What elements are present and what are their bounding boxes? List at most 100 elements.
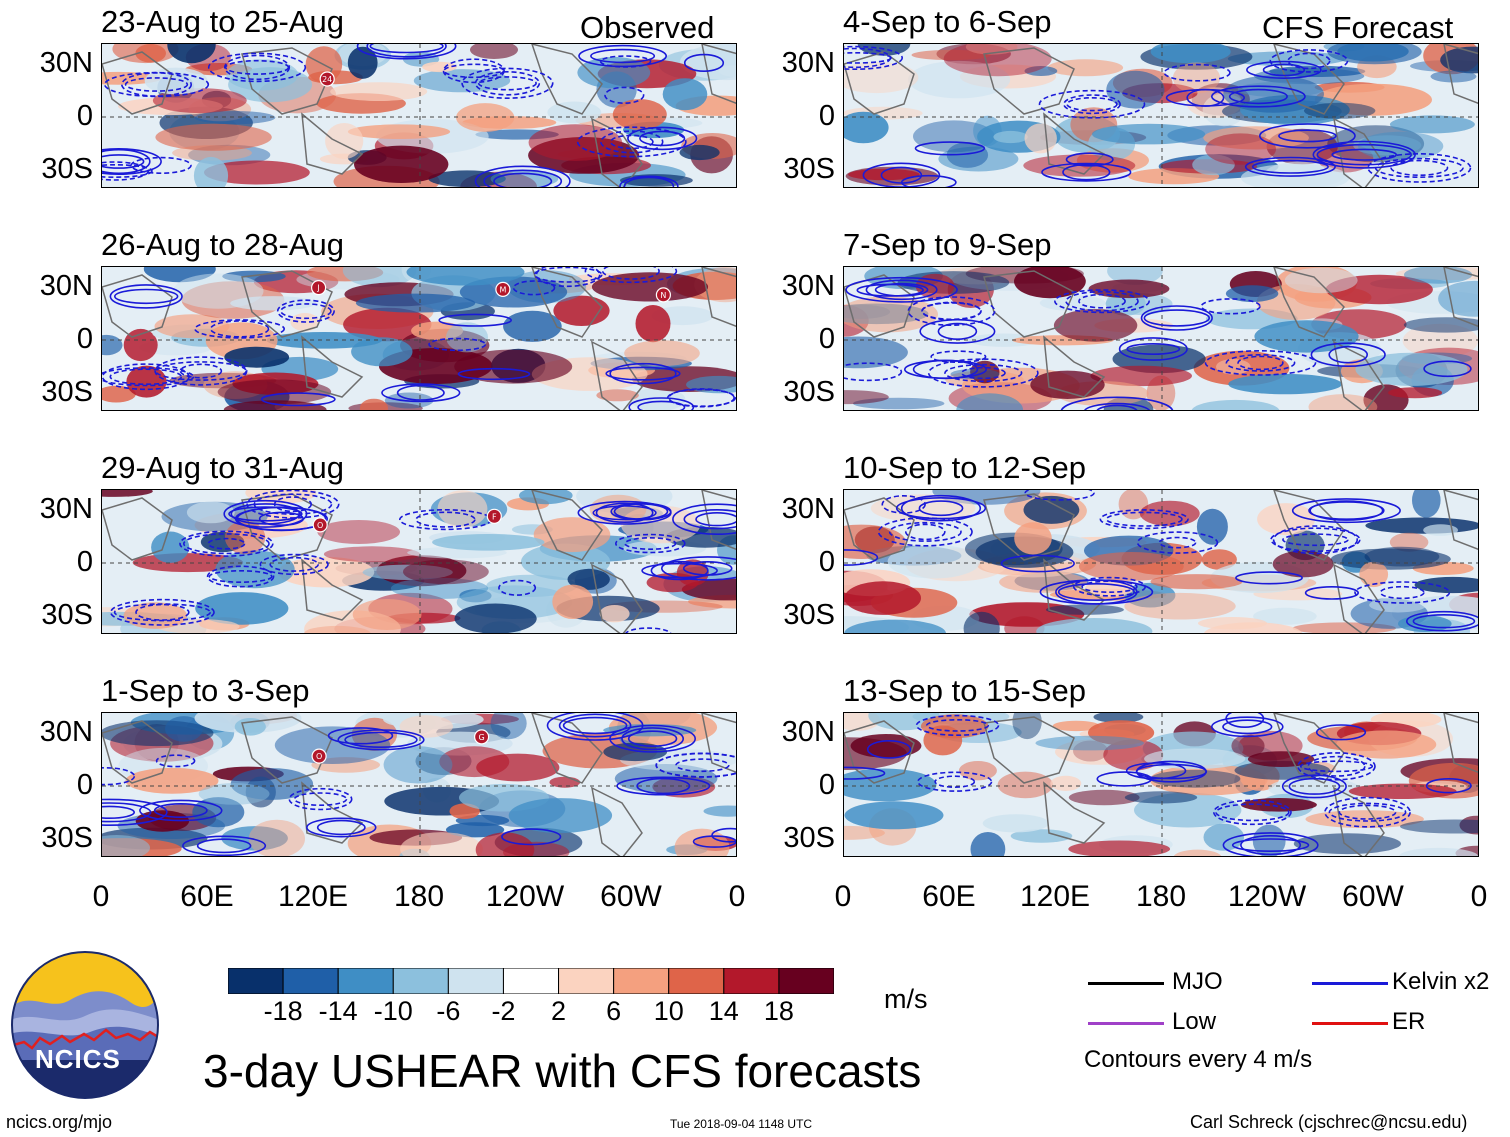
colorbar-swatch	[613, 968, 670, 994]
storm-label: F	[492, 512, 497, 521]
colorbar-tick-label: 6	[606, 996, 622, 1026]
colorbar-tick-label: -18	[263, 996, 303, 1026]
y-tick-label: 30S	[783, 822, 835, 854]
colorbar-swatch	[282, 968, 339, 994]
storm-label: G	[478, 733, 484, 742]
x-tick-label: 60W	[600, 880, 662, 913]
colorbar-swatch	[723, 968, 780, 994]
x-tick-label: 0	[728, 880, 746, 913]
map-panel	[843, 43, 1479, 188]
y-tick-label: 0	[76, 769, 93, 801]
storm-marker: O	[311, 748, 327, 764]
y-tick-label: 0	[76, 546, 93, 578]
panel-title: 1-Sep to 3-Sep	[101, 673, 310, 708]
footer-left[interactable]: ncics.org/mjo	[6, 1112, 113, 1132]
panel-title: 26-Aug to 28-Aug	[101, 227, 345, 262]
colorbar-tick-label: -14	[318, 996, 358, 1026]
y-tick-label: 0	[818, 546, 835, 578]
x-tick-label: 0	[834, 880, 852, 913]
legend-label-mjo: MJO	[1172, 968, 1223, 995]
colorbar	[228, 968, 834, 994]
storm-marker: 24	[319, 71, 335, 87]
x-tick-label: 120W	[1227, 880, 1307, 913]
colorbar-tick-label: 14	[708, 996, 739, 1026]
colorbar-swatch	[228, 968, 284, 994]
colorbar-units: m/s	[884, 984, 928, 1014]
map-panel	[843, 489, 1479, 634]
panel-title: 4-Sep to 6-Sep	[843, 4, 1052, 39]
legend-line-er	[1312, 1022, 1388, 1025]
legend-line-mjo	[1088, 982, 1164, 985]
x-tick-label: 120W	[485, 880, 565, 913]
y-tick-label: 0	[818, 323, 835, 355]
colorbar-swatch	[668, 968, 725, 994]
panel-title: 13-Sep to 15-Sep	[843, 673, 1087, 708]
main-title: 3-day USHEAR with CFS forecasts	[203, 1045, 922, 1097]
y-tick-label: 30S	[783, 599, 835, 631]
y-tick-label: 0	[818, 100, 835, 132]
storm-marker: F	[486, 508, 502, 524]
x-tick-label: 60W	[1342, 880, 1404, 913]
storm-label: M	[499, 285, 506, 294]
y-tick-label: 30N	[781, 493, 835, 525]
y-tick-label: 30S	[41, 599, 93, 631]
y-tick-label: 30S	[783, 153, 835, 185]
x-tick-label: 180	[393, 880, 445, 913]
storm-label: J	[316, 284, 319, 293]
contour-note: Contours every 4 m/s	[1084, 1046, 1313, 1073]
legend-line-kelvin	[1312, 982, 1388, 985]
colorbar-tick-label: 10	[653, 996, 684, 1026]
storm-marker: M	[495, 281, 511, 297]
panel-title: 10-Sep to 12-Sep	[843, 450, 1087, 485]
logo-text: NCICS	[35, 1044, 121, 1074]
ncics-logo	[11, 951, 159, 1099]
y-tick-label: 30N	[39, 47, 93, 79]
colorbar-swatch	[558, 968, 615, 994]
storm-label: O	[317, 521, 323, 530]
y-tick-label: 0	[76, 100, 93, 132]
colorbar-swatch	[392, 968, 449, 994]
x-tick-label: 120E	[1019, 880, 1091, 913]
legend-label-er: ER	[1392, 1008, 1426, 1035]
storm-marker: J	[311, 280, 327, 296]
storm-marker: N	[655, 287, 672, 303]
panel-title: 23-Aug to 25-Aug	[101, 4, 345, 39]
colorbar-tick-label: -6	[436, 996, 461, 1026]
y-tick-label: 30N	[781, 716, 835, 748]
panel-title: 29-Aug to 31-Aug	[101, 450, 345, 485]
observed-label: Observed	[580, 10, 715, 45]
y-tick-label: 0	[818, 769, 835, 801]
storm-label: O	[316, 752, 322, 761]
footer-timestamp: Tue 2018-09-04 1148 UTC	[670, 1117, 813, 1131]
map-panel	[843, 266, 1479, 411]
legend-line-low	[1088, 1022, 1164, 1025]
y-tick-label: 0	[76, 323, 93, 355]
legend-label-kelvin: Kelvin x2	[1392, 968, 1490, 995]
map-panel: 24	[101, 43, 737, 188]
x-tick-label: 60E	[180, 880, 234, 913]
forecast-label: CFS Forecast	[1262, 10, 1454, 45]
x-tick-label: 120E	[277, 880, 349, 913]
y-tick-label: 30S	[783, 376, 835, 408]
colorbar-swatch	[502, 968, 560, 994]
colorbar-tick-label: -2	[491, 996, 516, 1026]
y-tick-label: 30N	[39, 270, 93, 302]
colorbar-tick-label: 2	[551, 996, 567, 1026]
y-tick-label: 30N	[39, 716, 93, 748]
y-tick-label: 30S	[41, 376, 93, 408]
colorbar-swatch	[778, 968, 834, 994]
x-tick-label: 0	[1470, 880, 1488, 913]
y-tick-label: 30S	[41, 153, 93, 185]
map-panel	[843, 712, 1479, 857]
colorbar-tick-label: 18	[763, 996, 794, 1026]
storm-marker: G	[474, 729, 490, 745]
storm-label: N	[660, 291, 666, 300]
storm-marker: O	[312, 517, 328, 533]
y-tick-label: 30N	[781, 47, 835, 79]
storm-label: 24	[322, 75, 332, 84]
y-tick-label: 30N	[39, 493, 93, 525]
legend-label-low: Low	[1172, 1008, 1217, 1035]
